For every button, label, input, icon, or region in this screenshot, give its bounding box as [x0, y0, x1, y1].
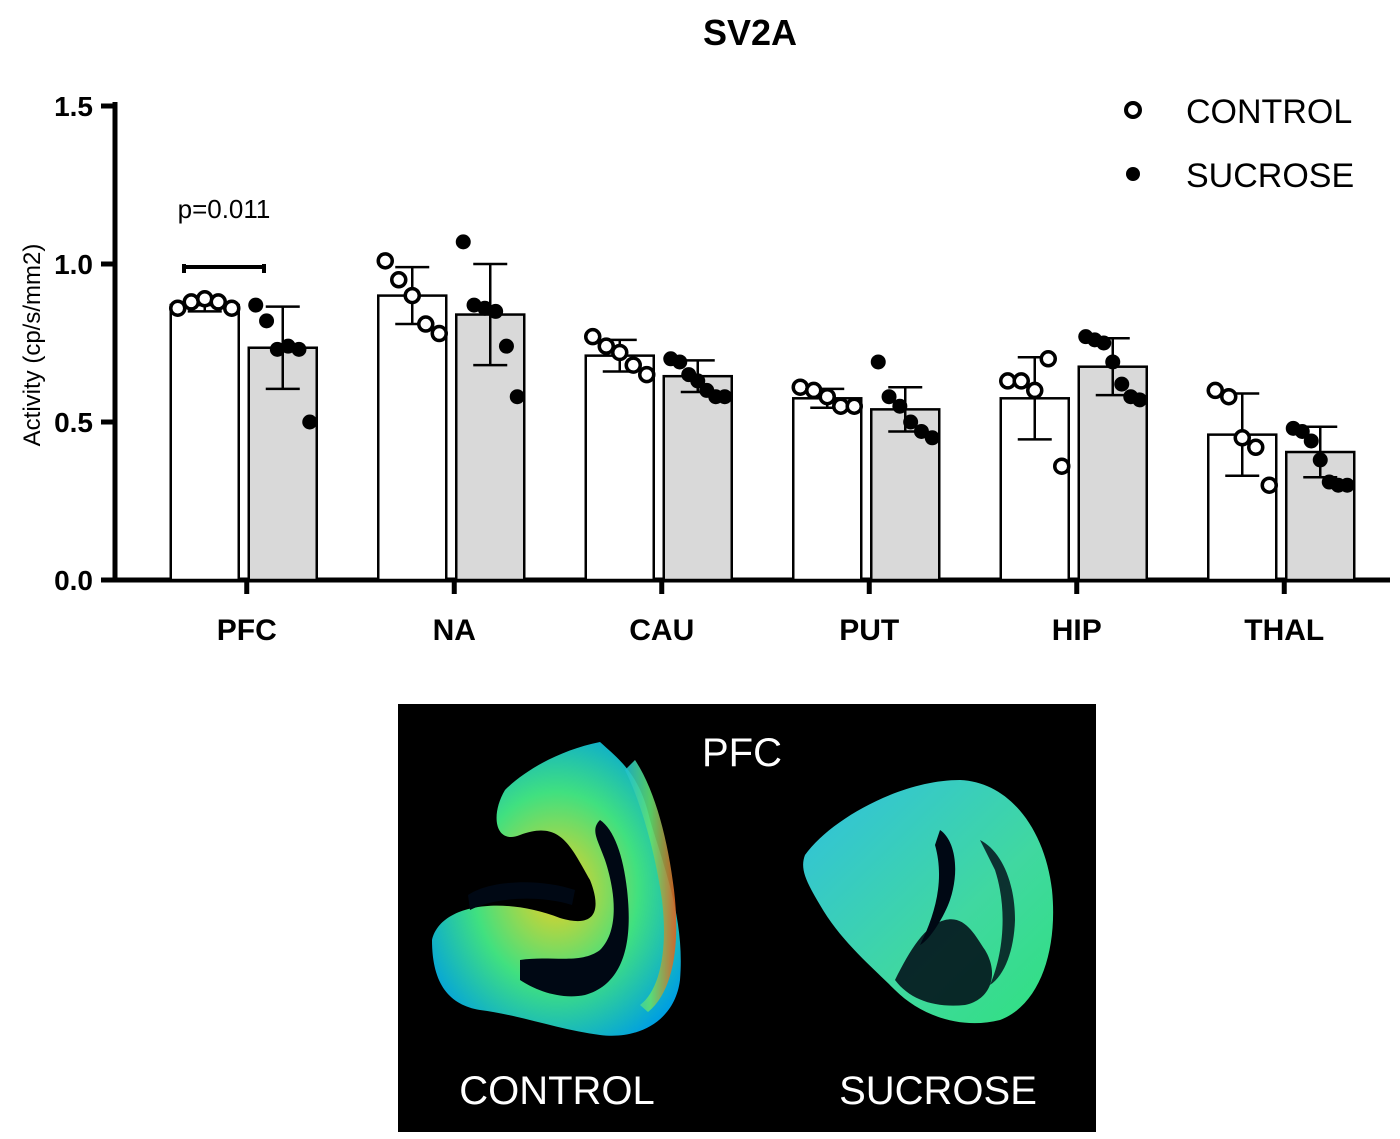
y-tick-label: 1.5	[54, 91, 93, 122]
legend-control-marker	[1124, 101, 1142, 119]
data-point-control	[209, 293, 227, 311]
data-point-control	[845, 397, 863, 415]
data-point-control	[223, 299, 241, 317]
data-point-control	[417, 315, 435, 333]
data-point-control	[1220, 387, 1238, 406]
data-point-control	[1260, 476, 1278, 494]
data-point-sucrose	[690, 373, 706, 389]
data-point-control	[584, 327, 602, 346]
data-point-sucrose	[924, 430, 940, 446]
data-point-control	[638, 365, 656, 384]
data-point-sucrose	[488, 303, 504, 319]
chart-title: SV2A	[703, 12, 797, 53]
data-point-group	[169, 234, 1355, 494]
y-axis-label: Activity (cp/s/mm2)	[19, 244, 46, 447]
data-point-sucrose	[913, 423, 929, 439]
x-tick-label: PFC	[217, 614, 277, 647]
data-point-control	[1039, 350, 1057, 368]
legend: CONTROL SUCROSE	[1124, 93, 1354, 195]
data-point-control	[430, 324, 448, 343]
data-point-control	[1026, 381, 1044, 400]
bar-group	[169, 294, 1356, 582]
data-point-sucrose	[881, 389, 897, 405]
bar-control	[584, 354, 655, 582]
data-point-control	[1247, 438, 1265, 457]
bar-control	[377, 294, 448, 582]
data-point-control	[805, 381, 823, 400]
data-point-sucrose	[1096, 335, 1112, 351]
x-tick-label: NA	[433, 614, 476, 647]
data-point-sucrose	[892, 398, 908, 414]
pfc-autoradiography-panel: PFC CONTROL SUCROSE	[398, 704, 1096, 1132]
data-point-sucrose	[248, 297, 264, 313]
data-point-sucrose	[717, 389, 733, 405]
image-sucrose-label: SUCROSE	[839, 1069, 1037, 1113]
x-tick-label: PUT	[839, 614, 899, 647]
error-bar-group	[187, 262, 1338, 479]
data-point-sucrose	[903, 414, 919, 430]
image-region-label: PFC	[702, 731, 782, 775]
image-control-label: CONTROL	[459, 1069, 655, 1113]
significance-annotation: p=0.011	[178, 194, 271, 273]
data-point-control	[1206, 381, 1224, 400]
bar-sucrose	[662, 374, 733, 582]
y-tick-label: 1.0	[54, 249, 93, 280]
data-point-control	[390, 271, 408, 289]
chart-axes: 0.0 0.5 1.0 1.5 PFC NA CAU PUT HIP THAL	[54, 91, 1390, 647]
data-point-sucrose	[455, 234, 471, 250]
data-point-control	[196, 290, 214, 308]
bar-control	[792, 397, 863, 582]
data-point-sucrose	[302, 414, 318, 430]
x-tick-label: THAL	[1244, 614, 1324, 647]
data-point-control	[1233, 429, 1251, 447]
data-point-sucrose	[498, 338, 514, 354]
data-point-control	[403, 286, 421, 305]
data-point-sucrose	[259, 313, 275, 329]
data-point-sucrose	[870, 354, 886, 370]
data-point-control	[182, 293, 200, 311]
data-point-sucrose	[1105, 354, 1121, 370]
data-point-control	[611, 343, 629, 362]
data-point-sucrose	[1312, 452, 1328, 468]
data-point-control	[624, 356, 642, 374]
y-tick-label: 0.0	[54, 565, 93, 596]
data-point-control	[169, 299, 187, 317]
data-point-sucrose	[1294, 423, 1310, 439]
data-point-control	[1012, 372, 1030, 390]
bar-control	[169, 303, 240, 582]
x-tick-label: HIP	[1052, 614, 1102, 647]
data-point-sucrose	[1114, 376, 1130, 392]
data-point-sucrose	[509, 389, 525, 405]
data-point-control	[1053, 457, 1071, 475]
data-point-control	[597, 337, 615, 355]
legend-control-label: CONTROL	[1186, 93, 1352, 131]
data-point-sucrose	[1339, 477, 1355, 493]
sucrose-section-image	[803, 780, 1054, 1024]
control-section-image	[432, 742, 681, 1036]
data-point-control	[791, 378, 809, 396]
y-tick-label: 0.5	[54, 407, 93, 438]
data-point-sucrose	[291, 341, 307, 357]
data-point-control	[376, 252, 394, 270]
legend-sucrose-marker	[1126, 167, 1140, 181]
x-tick-label: CAU	[629, 614, 694, 647]
legend-sucrose-label: SUCROSE	[1186, 157, 1354, 195]
data-point-control	[818, 387, 836, 406]
data-point-sucrose	[1303, 433, 1319, 449]
data-point-sucrose	[672, 354, 688, 370]
p-value-label: p=0.011	[178, 194, 271, 224]
data-point-sucrose	[1132, 392, 1148, 408]
